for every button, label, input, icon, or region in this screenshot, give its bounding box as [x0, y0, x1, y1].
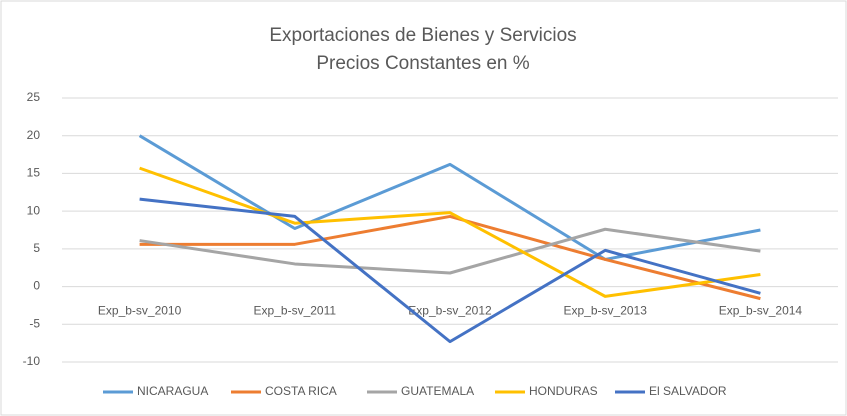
x-tick-label: Exp_b-sv_2014 [719, 304, 803, 318]
legend-label: COSTA RICA [265, 384, 337, 398]
y-tick-label: 25 [27, 90, 41, 104]
chart-title: Exportaciones de Bienes y Servicios [269, 25, 576, 46]
y-tick-label: -5 [29, 316, 40, 330]
series-line [139, 197, 761, 344]
series-line [139, 214, 761, 301]
y-tick-label: 0 [33, 279, 40, 293]
series-line [139, 227, 761, 275]
x-tick-label: Exp_b-sv_2010 [98, 304, 182, 318]
legend-label: GUATEMALA [401, 384, 474, 398]
legend-label: HONDURAS [529, 384, 598, 398]
series-line [138, 134, 761, 261]
chart-subtitle: Precios Constantes en % [316, 53, 529, 74]
x-tick-label: Exp_b-sv_2013 [564, 304, 648, 318]
y-tick-label: -10 [23, 354, 41, 368]
series-line [139, 166, 761, 298]
y-tick-label: 20 [27, 128, 41, 142]
y-tick-label: 5 [33, 241, 40, 255]
legend-label: El SALVADOR [649, 384, 727, 398]
x-tick-label: Exp_b-sv_2011 [254, 304, 337, 318]
x-tick-label: Exp_b-sv_2012 [408, 304, 492, 318]
y-tick-label: 10 [27, 203, 41, 217]
legend-label: NICARAGUA [137, 384, 208, 398]
y-tick-label: 15 [27, 166, 41, 180]
